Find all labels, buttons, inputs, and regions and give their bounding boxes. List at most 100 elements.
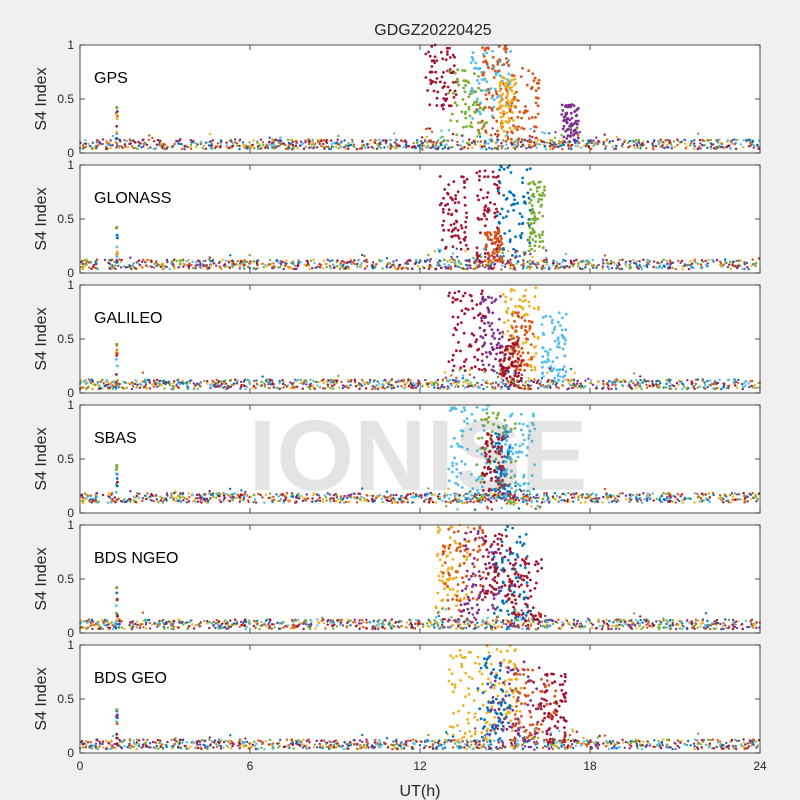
data-point: [676, 139, 680, 142]
data-point: [304, 141, 307, 144]
data-point: [227, 261, 231, 264]
data-point: [484, 131, 488, 134]
data-point: [477, 121, 480, 125]
data-point: [681, 268, 684, 271]
data-point: [305, 139, 309, 142]
data-point: [528, 241, 532, 245]
data-point: [493, 236, 497, 240]
data-point: [89, 144, 92, 148]
data-point: [561, 347, 565, 351]
data-point: [505, 197, 509, 200]
data-point: [236, 379, 239, 382]
data-point: [276, 139, 279, 142]
data-point: [235, 382, 239, 385]
data-point: [732, 260, 735, 263]
data-point: [395, 144, 398, 147]
data-point: [342, 265, 345, 269]
data-point: [519, 75, 523, 78]
data-point: [534, 101, 538, 105]
data-point: [526, 221, 530, 225]
data-point: [631, 493, 635, 497]
data-point: [505, 130, 509, 134]
data-point: [528, 259, 532, 262]
data-point: [499, 99, 503, 102]
data-point: [109, 139, 112, 142]
data-point: [492, 98, 496, 101]
data-point: [614, 387, 618, 390]
data-point: [464, 110, 468, 114]
data-point: [527, 300, 531, 304]
data-point: [504, 103, 508, 106]
data-point: [514, 249, 518, 252]
data-point: [495, 236, 499, 240]
data-point: [697, 385, 701, 389]
data-point: [523, 368, 526, 372]
data-point: [471, 146, 474, 150]
data-point: [643, 264, 646, 268]
data-point: [217, 261, 221, 264]
data-point: [95, 492, 99, 495]
data-point: [295, 143, 298, 146]
data-point: [445, 97, 449, 101]
data-point: [529, 188, 533, 191]
data-point: [233, 378, 237, 381]
data-point: [496, 254, 499, 258]
data-point: [115, 124, 119, 128]
data-point: [347, 147, 350, 150]
data-point: [541, 372, 544, 375]
data-point: [501, 251, 504, 255]
data-point: [591, 265, 594, 268]
data-point: [424, 378, 427, 382]
data-point: [441, 223, 444, 227]
data-point: [450, 213, 453, 217]
data-point: [229, 378, 233, 382]
data-point: [490, 301, 494, 304]
data-point: [466, 147, 470, 150]
data-point: [485, 97, 489, 101]
data-point: [533, 368, 537, 372]
data-point: [707, 492, 710, 495]
data-point: [548, 145, 552, 148]
data-point: [718, 145, 721, 149]
data-point: [115, 373, 118, 376]
data-point: [288, 146, 291, 150]
data-point: [317, 380, 320, 384]
data-point: [495, 140, 499, 144]
data-point: [746, 500, 749, 503]
data-point: [535, 141, 538, 144]
data-point: [114, 264, 117, 267]
data-point: [503, 371, 506, 375]
data-point: [566, 127, 570, 131]
data-point: [215, 264, 218, 267]
data-point: [179, 383, 182, 386]
data-point: [605, 139, 608, 143]
data-point: [454, 226, 457, 230]
data-point: [216, 142, 219, 145]
data-point: [612, 147, 615, 150]
data-point: [534, 136, 538, 140]
data-point: [260, 146, 263, 149]
data-point: [451, 296, 455, 300]
data-point: [634, 384, 637, 387]
y-tick-label: 1: [67, 158, 74, 172]
data-point: [509, 265, 512, 268]
data-point: [299, 381, 302, 385]
data-point: [447, 360, 451, 363]
data-point: [640, 387, 643, 390]
data-point: [483, 169, 487, 173]
data-point: [506, 249, 510, 253]
data-point: [468, 293, 472, 297]
data-point: [751, 258, 754, 261]
data-point: [494, 298, 498, 301]
data-point: [485, 217, 488, 221]
data-point: [719, 262, 723, 265]
data-point: [492, 76, 496, 79]
data-point: [435, 104, 439, 107]
data-point: [700, 144, 704, 147]
data-point: [476, 79, 479, 82]
data-point: [209, 497, 213, 501]
data-point: [438, 80, 442, 84]
data-point: [316, 384, 319, 387]
data-point: [218, 498, 221, 502]
data-point: [416, 384, 419, 388]
